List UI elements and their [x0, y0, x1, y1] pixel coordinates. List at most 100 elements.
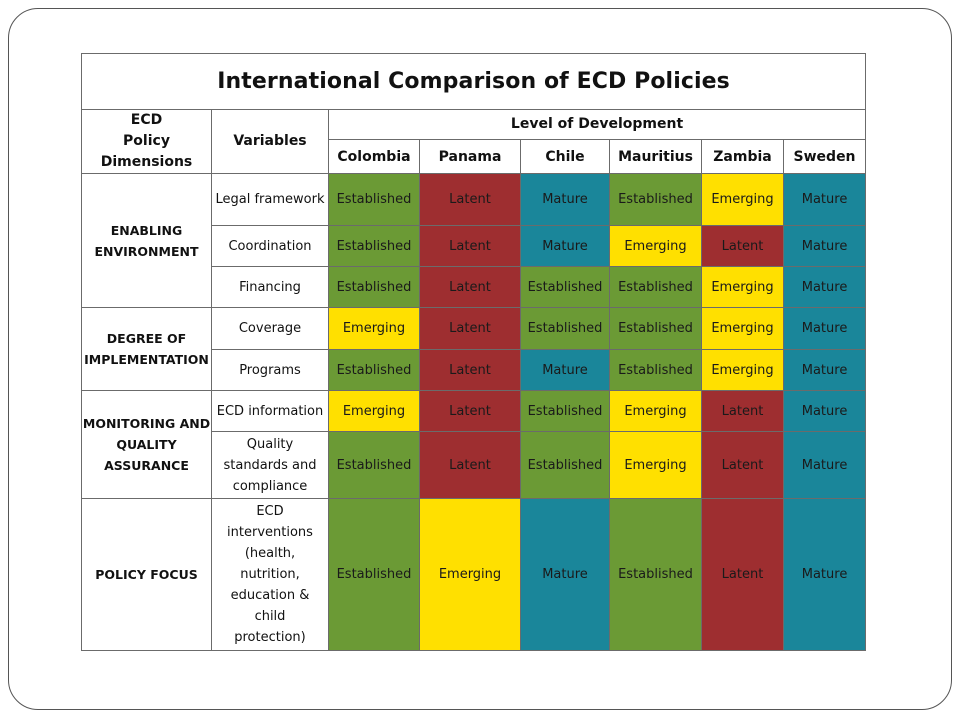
- level-cell-colombia: Established: [328, 498, 420, 651]
- level-cell-mauritius: Emerging: [609, 431, 702, 499]
- variable-label: interventions: [227, 525, 313, 540]
- level-cell-mauritius: Established: [609, 349, 702, 391]
- policy-dimension-cell: POLICY FOCUS: [81, 498, 212, 651]
- variable-label: Financing: [239, 279, 301, 295]
- policy-dimension-label: ENVIRONMENT: [94, 243, 199, 259]
- level-cell-sweden: Mature: [782, 498, 867, 651]
- level-cell-sweden: Mature: [782, 225, 867, 267]
- level-cell-colombia: Emerging: [328, 307, 420, 350]
- level-cell-chile: Mature: [520, 173, 610, 226]
- policy-dimension-label: IMPLEMENTATION: [84, 352, 209, 367]
- level-cell-chile: Established: [520, 266, 610, 308]
- dimensions-header: ECD Policy Dimensions: [81, 109, 212, 174]
- table-row: DEGREE OF IMPLEMENTATION Coverage Emerging L…: [81, 307, 867, 391]
- variable-label: Programs: [239, 362, 301, 378]
- level-cell-panama: Latent: [419, 225, 521, 267]
- level-cell-sweden: Mature: [782, 390, 867, 432]
- variable-label: compliance: [232, 478, 308, 494]
- policy-dimension-label: DEGREE OF: [106, 331, 187, 346]
- table-row: MONITORING AND QUALITY ASSURANCE ECD inform…: [81, 390, 867, 499]
- variable-cell: Legal framework: [211, 173, 329, 226]
- level-cell-colombia: Established: [328, 349, 420, 391]
- variable-label: ECD: [256, 504, 284, 519]
- dimensions-header-line-1: ECD: [130, 112, 163, 128]
- policy-dimension-cell: MONITORING AND QUALITY ASSURANCE: [81, 390, 212, 499]
- country-header-mauritius: Mauritius: [609, 139, 702, 174]
- level-cell-zambia: Latent: [701, 498, 784, 651]
- variable-cell: Coverage: [211, 307, 329, 350]
- level-cell-zambia: Emerging: [701, 349, 784, 391]
- level-cell-zambia: Latent: [701, 225, 784, 267]
- variable-cell: Programs: [211, 349, 329, 391]
- variable-label: ECD information: [216, 403, 324, 419]
- level-cell-sweden: Mature: [782, 349, 867, 391]
- policy-dimension-label: ENABLING: [110, 222, 183, 238]
- level-cell-panama: Latent: [419, 173, 521, 226]
- variable-label: Coverage: [238, 321, 302, 336]
- variable-cell: Coordination: [211, 225, 329, 267]
- country-header-colombia: Colombia: [328, 139, 420, 174]
- variable-cell: ECD interventions (health, nutrition, educat…: [211, 498, 329, 651]
- country-header-zambia: Zambia: [701, 139, 784, 174]
- level-cell-panama: Emerging: [419, 498, 521, 651]
- table-row: Programs Established Latent Mature Establish…: [82, 349, 867, 391]
- level-cell-sweden: Mature: [782, 266, 867, 308]
- level-cell-mauritius: Established: [609, 307, 702, 350]
- variable-cell: Financing: [211, 266, 329, 308]
- level-cell-panama: Latent: [419, 349, 521, 391]
- policy-dimension-label: MONITORING AND: [82, 416, 211, 431]
- level-cell-panama: Latent: [419, 431, 521, 499]
- variable-label: standards and: [223, 457, 317, 473]
- variable-label: education &: [230, 588, 310, 603]
- variable-label: (health,: [244, 546, 296, 561]
- level-cell-chile: Mature: [520, 349, 610, 391]
- level-cell-zambia: Latent: [701, 390, 784, 432]
- variable-label: Quality: [246, 436, 294, 452]
- table-row: ENABLING ENVIRONMENT Legal framework Establ…: [81, 173, 867, 308]
- level-cell-sweden: Mature: [782, 173, 867, 226]
- variable-label: nutrition,: [240, 567, 300, 582]
- level-cell-chile: Established: [520, 307, 610, 350]
- variable-label: Coordination: [228, 238, 312, 254]
- level-cell-mauritius: Emerging: [609, 225, 702, 267]
- ecd-comparison-table: International Comparison of ECD Policies…: [80, 53, 867, 651]
- level-cell-chile: Mature: [520, 225, 610, 267]
- table-row: Coordination Established Latent Mature Emerg…: [82, 225, 867, 267]
- variables-header: Variables: [211, 109, 329, 174]
- level-cell-colombia: Established: [328, 266, 420, 308]
- level-cell-mauritius: Established: [609, 498, 702, 651]
- variable-label: Legal framework: [215, 192, 325, 207]
- level-cell-mauritius: Established: [609, 266, 702, 308]
- level-cell-zambia: Emerging: [701, 173, 784, 226]
- level-cell-zambia: Emerging: [701, 266, 784, 308]
- table-title: International Comparison of ECD Policies: [80, 53, 867, 110]
- dimensions-header-line-2: Policy Dimensions: [100, 133, 193, 170]
- policy-dimension-label: QUALITY: [116, 437, 177, 452]
- level-of-development-header: Level of Development: [327, 109, 867, 140]
- level-cell-sweden: Mature: [782, 431, 867, 499]
- variable-label: child: [254, 609, 286, 624]
- level-cell-chile: Established: [520, 390, 610, 432]
- variable-label: protection): [234, 630, 306, 645]
- level-cell-panama: Latent: [419, 307, 521, 350]
- level-cell-zambia: Emerging: [701, 307, 784, 350]
- policy-dimension-label: ASSURANCE: [104, 458, 189, 473]
- level-cell-chile: Established: [520, 431, 610, 499]
- country-header-sweden: Sweden: [782, 139, 867, 174]
- country-header-chile: Chile: [520, 139, 610, 174]
- table-body: ENABLING ENVIRONMENT Legal framework Establ…: [81, 173, 867, 651]
- variable-cell: Quality standards and compliance: [211, 431, 329, 499]
- variable-cell: ECD information: [211, 390, 329, 432]
- level-cell-colombia: Emerging: [328, 390, 420, 432]
- level-cell-colombia: Established: [328, 431, 420, 499]
- policy-dimension-label: POLICY FOCUS: [95, 567, 198, 582]
- level-cell-sweden: Mature: [782, 307, 867, 350]
- country-header-panama: Panama: [419, 139, 521, 174]
- level-cell-panama: Latent: [419, 390, 521, 432]
- level-cell-mauritius: Emerging: [609, 390, 702, 432]
- table-row: POLICY FOCUS ECD interventions (health, nutr…: [81, 498, 867, 651]
- policy-dimension-cell: DEGREE OF IMPLEMENTATION: [81, 307, 212, 391]
- level-cell-zambia: Latent: [701, 431, 784, 499]
- level-cell-chile: Mature: [520, 498, 610, 651]
- level-cell-panama: Latent: [419, 266, 521, 308]
